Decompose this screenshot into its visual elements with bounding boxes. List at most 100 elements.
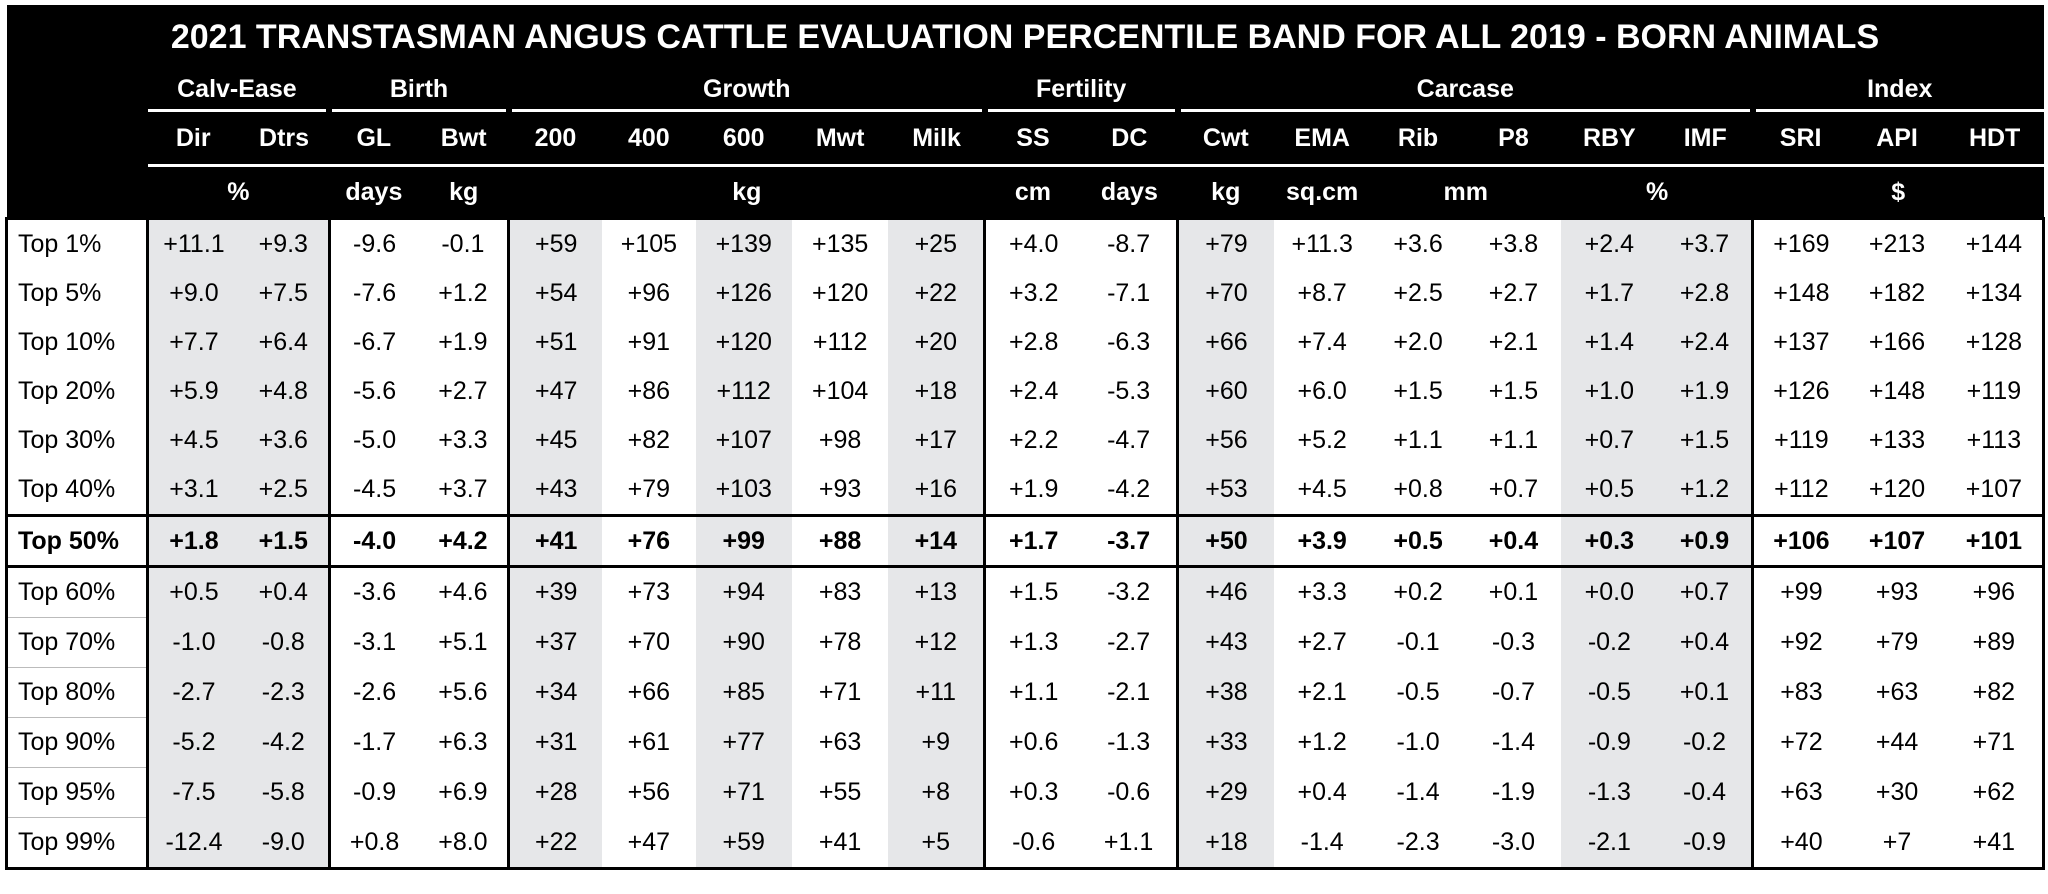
cell-sri: +83 [1751,667,1849,718]
table-row: Top 5% +9.0 +7.5 -7.6 +1.2 +54 +96 +126 +120 +22 +… [4,269,2045,318]
cell-rby: -2.1 [1561,817,1658,870]
cell-dc: -4.7 [1107,426,1151,454]
cell-rib: -1.4 [1396,778,1440,806]
unit-label: days [1081,164,1178,219]
cell-rib: +3.6 [1370,217,1466,269]
cell-ema: +7.4 [1297,328,1347,356]
cell-milk: +5 [888,817,985,870]
cell-dtrs: -2.3 [238,667,330,718]
cell-dir: +7.7 [146,318,239,367]
trait-header-row: Dir Dtrs GL Bwt 200 400 600 Mwt Milk SS DC Cwt EMA Ri… [6,110,2044,166]
cell-milk: +16 [888,465,985,516]
cell-dtrs: +2.5 [238,465,330,516]
cell-imf: +0.4 [1657,617,1753,668]
cell-rby: +2.4 [1561,217,1658,269]
trait-header-dir: Dir [147,110,239,166]
cell-api: +107 [1848,514,1946,568]
cell-ss: +3.2 [983,269,1082,318]
trait-header-ema: EMA [1273,110,1371,166]
cell-bwt: +4.6 [438,578,488,607]
cell-ss: +2.4 [983,367,1082,416]
cell-api: +148 [1868,377,1926,405]
unit-label: % [147,164,330,219]
cell-ss: +1.5 [983,566,1082,618]
cell-ema: -1.4 [1273,817,1371,870]
cell-bwt: +6.9 [438,778,488,806]
trait-header-sri: SRI [1752,110,1849,166]
cell-ema: +8.7 [1297,279,1347,307]
cell-gl: -4.0 [327,514,419,568]
cell-dc: -7.1 [1107,279,1151,307]
cell-imf: +2.8 [1657,269,1753,318]
cell-hdt: +62 [1945,767,2045,818]
cell-sri: +137 [1751,318,1849,367]
cell-rib: +2.0 [1393,328,1443,356]
cell-bwt: +1.2 [438,279,488,307]
unit-label: % [1561,164,1753,219]
cell-dtrs: +9.3 [238,217,330,269]
cell-rib: -0.1 [1396,628,1440,656]
cell-200: +43 [507,465,603,516]
trait-header-mwt: Mwt [791,110,889,166]
cell-sri: +99 [1751,566,1849,618]
percentile-table-container: 2021 TRANSTASMAN ANGUS CATTLE EVALUATION… [4,5,2045,870]
cell-p8: -3.0 [1465,817,1562,870]
cell-p8: -1.9 [1491,778,1535,806]
cell-600: +112 [695,367,792,416]
row-label: Top 80% [4,667,148,718]
cell-gl: -7.6 [327,269,419,318]
trait-header-api: API [1848,110,1946,166]
cell-ss: +0.3 [983,767,1082,818]
cell-gl: -5.6 [327,367,419,416]
cell-bwt: -0.1 [418,217,509,269]
table-row: Top 99% -12.4 -9.0 +0.8 +8.0 +22 +47 +59 +41 +5 -0… [4,817,2045,870]
cell-bwt: +6.3 [438,728,488,756]
cell-gl: -5.0 [327,416,419,465]
trait-header-spacer [6,110,148,166]
cell-cwt: +18 [1176,817,1274,870]
cell-400: +105 [602,217,696,269]
group-header-fertility: Fertility [981,69,1178,112]
trait-header-dc: DC [1081,110,1178,166]
table-row: Top 10% +7.7 +6.4 -6.7 +1.9 +51 +91 +120 +112 +20… [4,318,2045,367]
cell-dir: +3.1 [146,465,239,516]
cell-hdt: +96 [1945,566,2045,618]
cell-mwt: +88 [791,514,889,568]
unit-label: kg [508,164,985,219]
cell-400: +70 [627,628,671,656]
cell-milk: +25 [888,217,985,269]
unit-label: days [329,164,419,219]
cell-400: +96 [627,279,671,307]
cell-bwt: +3.3 [438,426,488,454]
cell-imf: +1.2 [1657,465,1753,516]
title-row: 2021 TRANSTASMAN ANGUS CATTLE EVALUATION… [6,5,2044,69]
cell-rib: +1.1 [1393,426,1443,454]
cell-ema: +3.9 [1273,514,1371,568]
cell-p8: -0.3 [1491,628,1535,656]
cell-sri: +63 [1751,767,1849,818]
unit-label: kg [1177,164,1274,219]
cell-dir: +5.9 [146,367,239,416]
cell-dc: -5.3 [1107,377,1151,405]
cell-milk: +20 [888,318,985,367]
cell-p8: +2.1 [1488,328,1539,356]
trait-header-bwt: Bwt [418,110,509,166]
cell-mwt: +112 [812,328,868,356]
cell-milk: +12 [888,617,985,668]
cell-dir: -5.2 [146,717,239,768]
cell-400: +82 [627,426,671,454]
cell-mwt: +55 [818,778,862,806]
cell-p8: +3.8 [1465,217,1562,269]
cell-rib: +0.8 [1393,475,1443,503]
table-row: Top 30% +4.5 +3.6 -5.0 +3.3 +45 +82 +107 +98 +17 +… [4,416,2045,465]
group-header-row: Calv-Ease Birth Growth Fertility Carcase Inde… [6,69,2044,112]
trait-header-cwt: Cwt [1177,110,1274,166]
row-label: Top 70% [4,617,148,668]
unit-label: $ [1752,164,2044,219]
trait-header-dtrs: Dtrs [238,110,330,166]
cell-dc: -2.7 [1107,628,1151,656]
row-label: Top 30% [4,416,148,465]
cell-dir: -1.0 [146,617,239,668]
trait-header-hdt: HDT [1945,110,2044,166]
row-label: Top 40% [4,465,148,516]
